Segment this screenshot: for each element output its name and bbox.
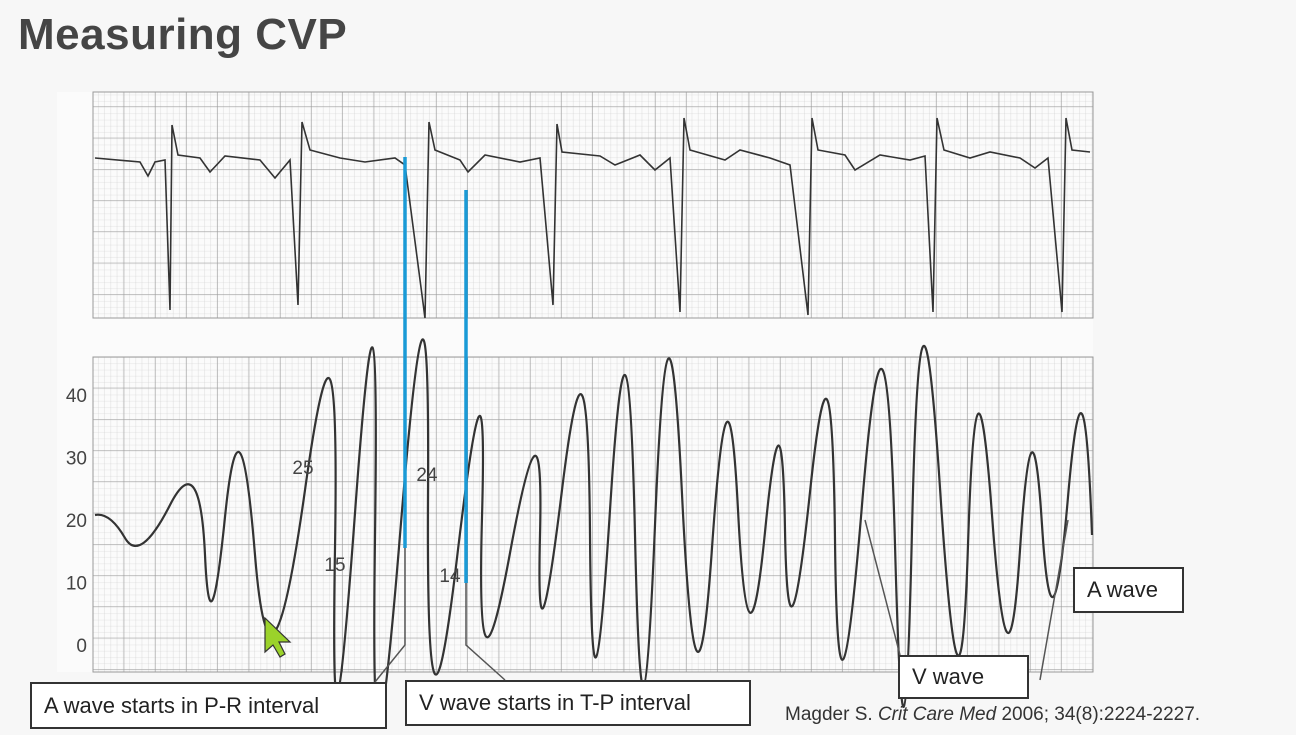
cvp-grid (92, 356, 1094, 673)
y-tick-label: 30 (66, 449, 87, 470)
citation: Magder S. Crit Care Med 2006; 34(8):2224… (785, 704, 1200, 726)
y-tick-label: 0 (76, 636, 87, 657)
callout-box: V wave starts in T-P interval (405, 680, 751, 726)
y-tick-label: 40 (66, 386, 87, 407)
citation-details: 2006; 34(8):2224-2227. (1001, 704, 1201, 725)
callout-box: A wave starts in P-R interval (30, 682, 387, 729)
callout-box: A wave (1073, 567, 1184, 613)
ecg-trace (94, 117, 1091, 319)
slide-title: Measuring CVP (18, 10, 348, 59)
callout-box: V wave (898, 655, 1029, 699)
callout-leader (374, 519, 1069, 683)
point-label: 14 (439, 566, 461, 587)
y-tick-label: 20 (66, 511, 87, 532)
ecg-grid (92, 91, 1094, 319)
y-axis: 40 30 20 10 0 (66, 386, 87, 657)
citation-journal: Crit Care Med (877, 704, 997, 725)
point-label: 15 (324, 555, 345, 576)
mouse-cursor (264, 616, 292, 658)
citation-author: Magder S. (785, 704, 873, 725)
point-label: 24 (416, 465, 438, 486)
y-tick-label: 10 (66, 574, 87, 595)
point-label: 25 (292, 458, 313, 479)
